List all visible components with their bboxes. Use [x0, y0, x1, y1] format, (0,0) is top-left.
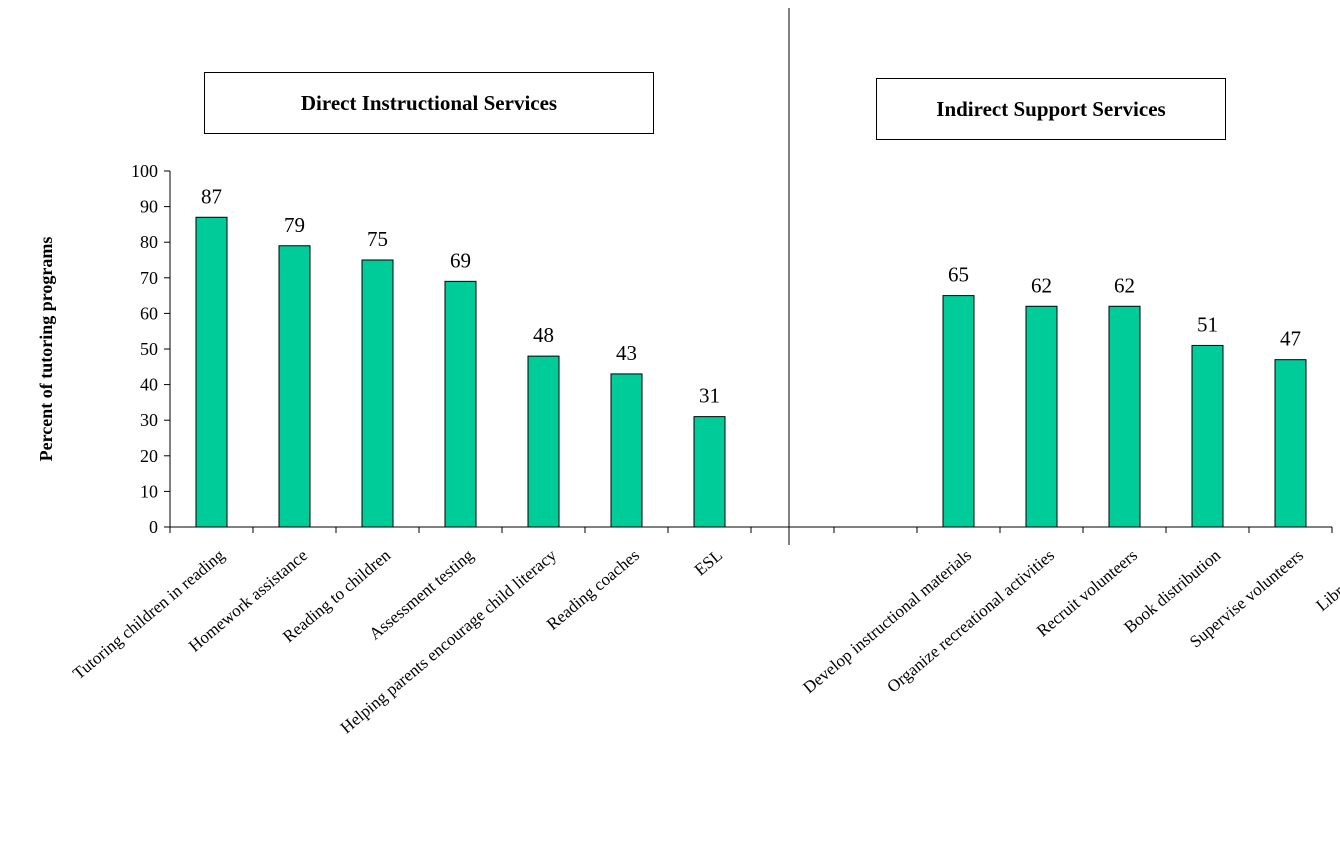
category-label: Tutoring children in reading — [69, 545, 228, 683]
value-label: 79 — [284, 213, 305, 237]
y-tick-label: 10 — [140, 481, 158, 501]
chart-bars — [195, 216, 1307, 528]
bar — [278, 245, 311, 528]
y-tick-label: 40 — [140, 375, 158, 395]
value-label: 65 — [948, 263, 969, 287]
value-label: 31 — [699, 384, 720, 408]
value-label: 43 — [616, 341, 637, 365]
indirect-services-title-text: Indirect Support Services — [936, 96, 1166, 121]
y-tick-label: 70 — [140, 268, 158, 288]
y-tick-label: 30 — [140, 410, 158, 430]
value-label: 48 — [533, 323, 554, 347]
bar — [361, 259, 394, 528]
value-label: 47 — [1280, 327, 1301, 351]
y-tick-label: 80 — [140, 232, 158, 252]
bar — [693, 416, 726, 528]
bar — [1025, 305, 1058, 528]
value-label: 69 — [450, 248, 471, 272]
bar — [610, 373, 643, 528]
y-tick-label: 60 — [140, 303, 158, 323]
y-tick-label: 20 — [140, 446, 158, 466]
bar — [195, 216, 228, 528]
category-label: Organize recreational activities — [883, 546, 1058, 697]
bar — [527, 355, 560, 528]
bar — [1191, 344, 1224, 528]
category-label: Develop instructional materials — [799, 546, 975, 698]
category-label: Library trips — [1312, 546, 1340, 615]
bar — [444, 280, 477, 528]
category-label: ESL — [691, 546, 726, 580]
y-tick-label: 50 — [140, 339, 158, 359]
direct-services-title-text: Direct Instructional Services — [300, 90, 558, 115]
value-label: 75 — [367, 227, 388, 251]
bar — [1274, 359, 1307, 528]
bar — [1108, 305, 1141, 528]
y-tick-label: 0 — [149, 517, 158, 537]
value-label: 62 — [1031, 273, 1052, 297]
y-tick-label: 100 — [131, 161, 158, 181]
value-label: 62 — [1114, 273, 1135, 297]
bar — [942, 295, 975, 528]
indirect-services-title: Indirect Support Services — [876, 78, 1226, 140]
y-axis-label: Percent of tutoring programs — [36, 237, 56, 462]
value-label: 51 — [1197, 312, 1218, 336]
value-label: 87 — [201, 184, 222, 208]
direct-services-title: Direct Instructional Services — [204, 72, 654, 134]
y-tick-label: 90 — [140, 197, 158, 217]
